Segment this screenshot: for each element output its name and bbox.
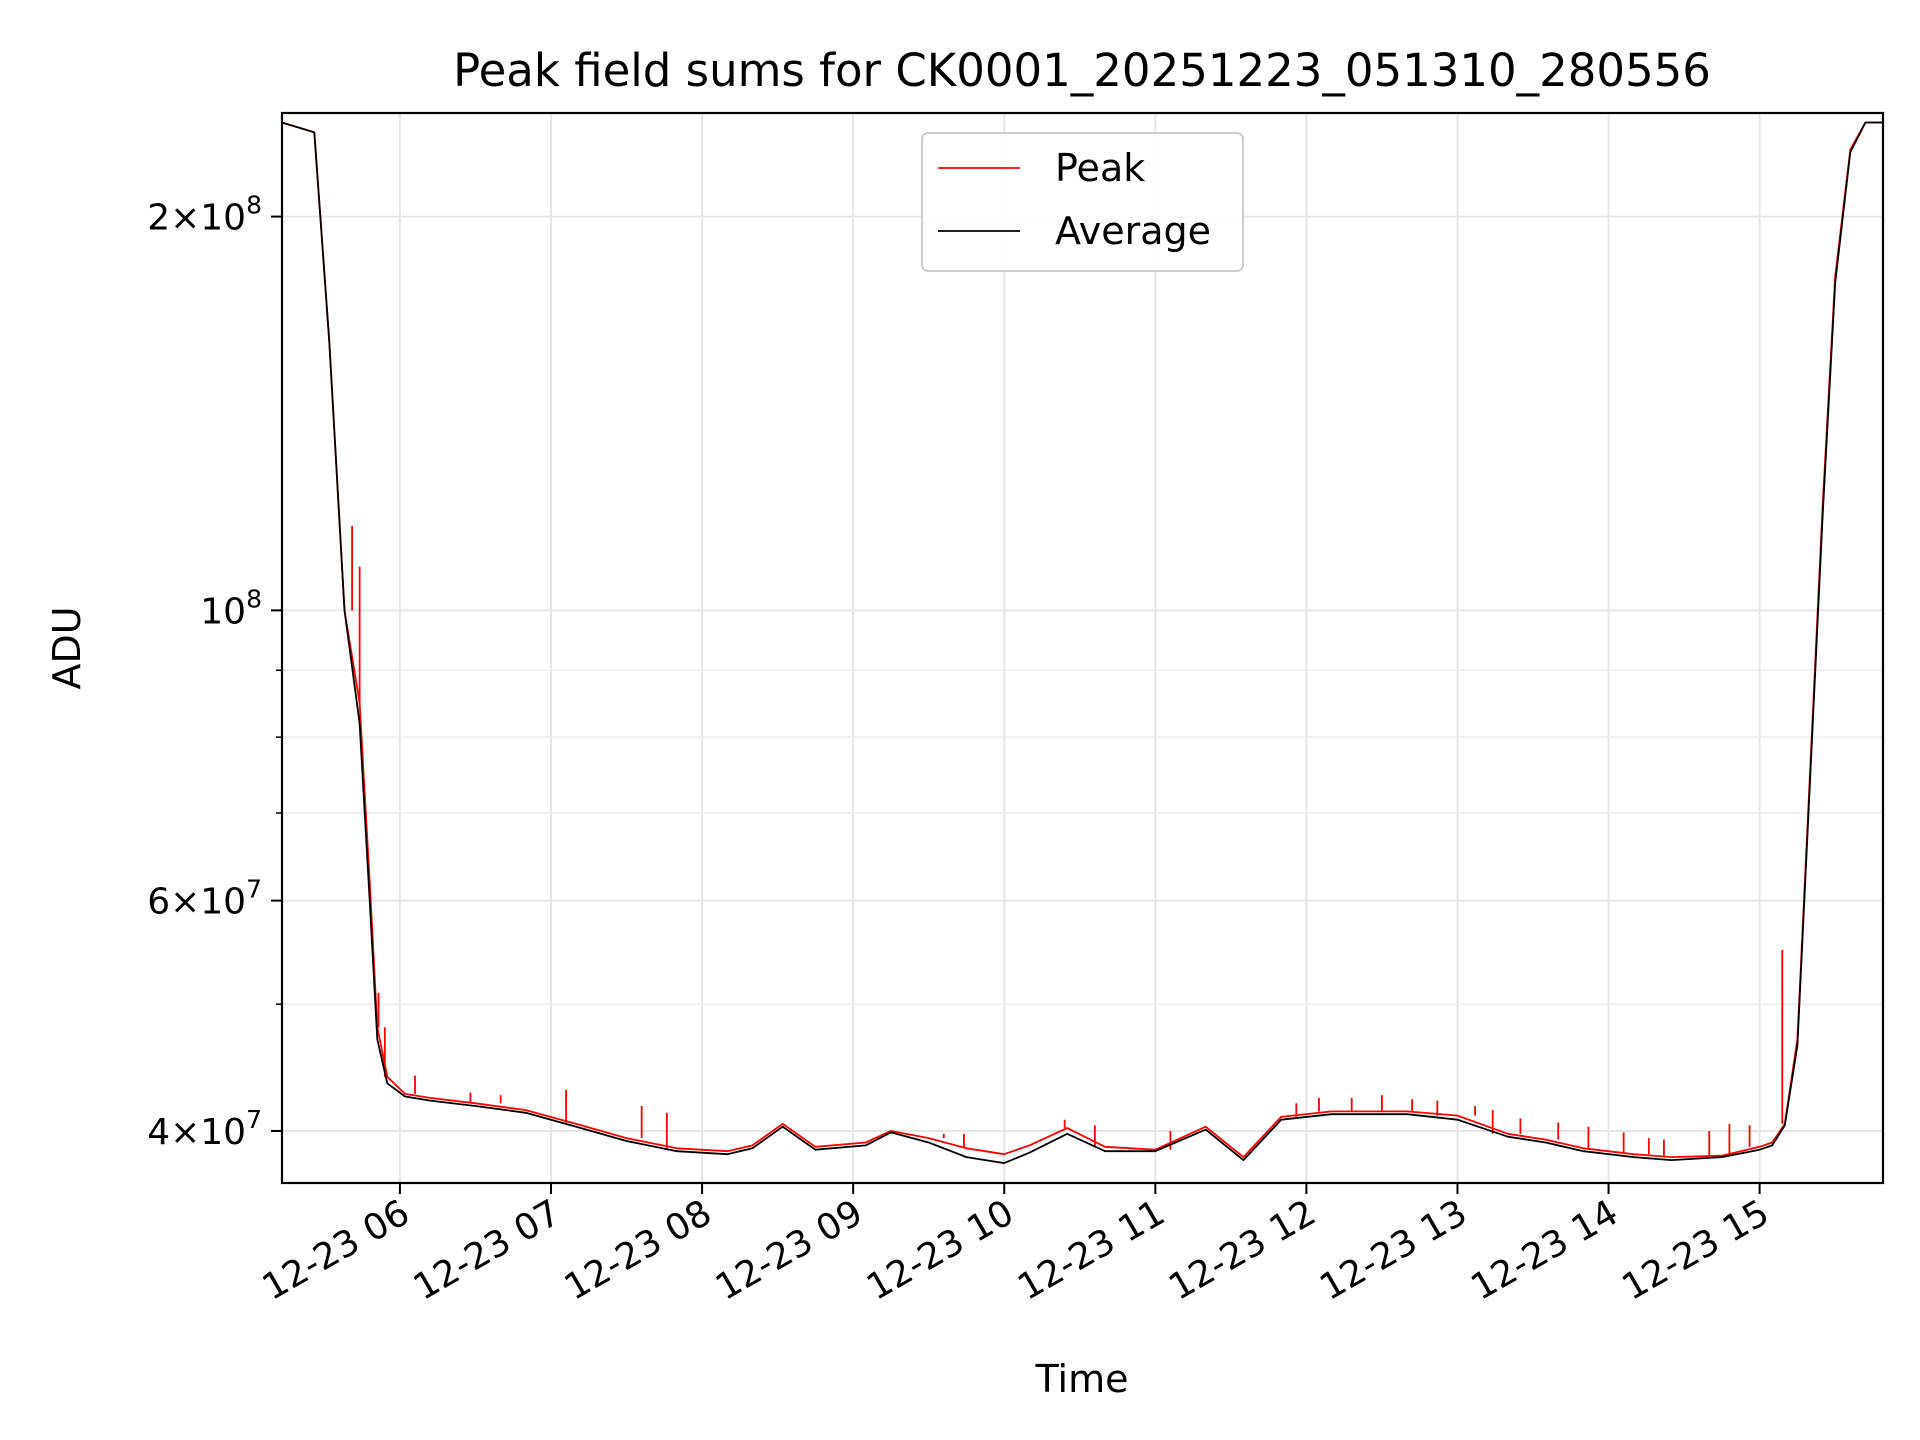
chart-title: Peak field sums for CK0001_20251223_0513… [453, 44, 1711, 97]
x-tick-label: 12-23 07 [407, 1192, 568, 1308]
plot-frame [280, 111, 1885, 1185]
x-tick-label: 12-23 09 [709, 1192, 870, 1308]
legend: Peak Average [921, 132, 1244, 272]
y-axis: 4×107 6×107 108 2×108 [147, 191, 282, 1153]
x-axis-label: Time [1035, 1357, 1129, 1401]
series-line-average [282, 121, 1883, 1164]
legend-label-average: Average [1055, 209, 1211, 253]
x-tick-label: 12-23 06 [256, 1192, 417, 1308]
y-tick-label: 108 [200, 584, 262, 632]
x-tick-label: 12-23 12 [1162, 1192, 1323, 1308]
x-tick-label: 12-23 14 [1464, 1192, 1625, 1308]
legend-label-peak: Peak [1055, 146, 1145, 190]
y-tick-label: 6×107 [147, 875, 262, 923]
x-tick-label: 12-23 15 [1615, 1192, 1776, 1308]
x-tick-label: 12-23 13 [1313, 1192, 1474, 1308]
grid-lines [282, 113, 1883, 1183]
y-tick-label: 2×108 [147, 191, 262, 239]
series-line-peak [282, 121, 1883, 1158]
series-layer [282, 121, 1883, 1164]
y-tick-label: 4×107 [147, 1105, 262, 1153]
x-tick-label: 12-23 10 [860, 1192, 1021, 1308]
x-tick-label: 12-23 11 [1011, 1192, 1172, 1308]
x-tick-label: 12-23 08 [558, 1192, 719, 1308]
y-axis-label: ADU [45, 606, 89, 689]
